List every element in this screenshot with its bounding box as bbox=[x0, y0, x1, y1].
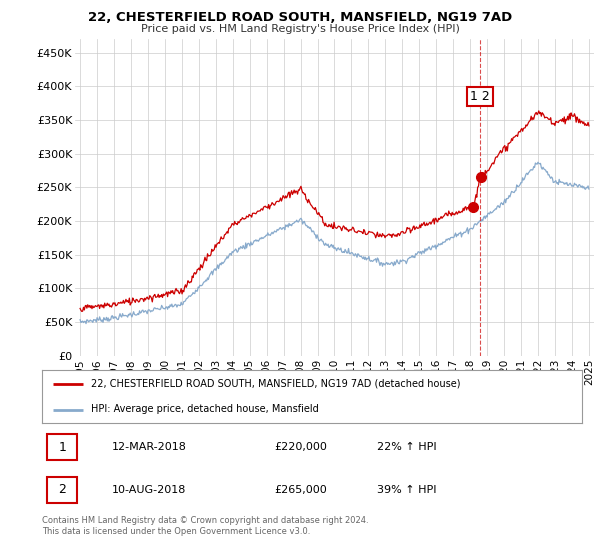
FancyBboxPatch shape bbox=[47, 435, 77, 460]
Text: Contains HM Land Registry data © Crown copyright and database right 2024.
This d: Contains HM Land Registry data © Crown c… bbox=[42, 516, 368, 536]
Text: 22, CHESTERFIELD ROAD SOUTH, MANSFIELD, NG19 7AD: 22, CHESTERFIELD ROAD SOUTH, MANSFIELD, … bbox=[88, 11, 512, 24]
Text: Price paid vs. HM Land Registry's House Price Index (HPI): Price paid vs. HM Land Registry's House … bbox=[140, 24, 460, 34]
Text: 39% ↑ HPI: 39% ↑ HPI bbox=[377, 484, 436, 494]
Text: 1: 1 bbox=[58, 441, 66, 454]
Text: 10-AUG-2018: 10-AUG-2018 bbox=[112, 484, 187, 494]
Text: 22% ↑ HPI: 22% ↑ HPI bbox=[377, 442, 436, 452]
Text: 22, CHESTERFIELD ROAD SOUTH, MANSFIELD, NG19 7AD (detached house): 22, CHESTERFIELD ROAD SOUTH, MANSFIELD, … bbox=[91, 379, 460, 389]
Text: £265,000: £265,000 bbox=[274, 484, 327, 494]
Text: £220,000: £220,000 bbox=[274, 442, 327, 452]
Text: 12-MAR-2018: 12-MAR-2018 bbox=[112, 442, 187, 452]
FancyBboxPatch shape bbox=[47, 477, 77, 503]
Text: 1 2: 1 2 bbox=[470, 90, 490, 103]
Text: HPI: Average price, detached house, Mansfield: HPI: Average price, detached house, Mans… bbox=[91, 404, 319, 414]
Text: 2: 2 bbox=[58, 483, 66, 496]
